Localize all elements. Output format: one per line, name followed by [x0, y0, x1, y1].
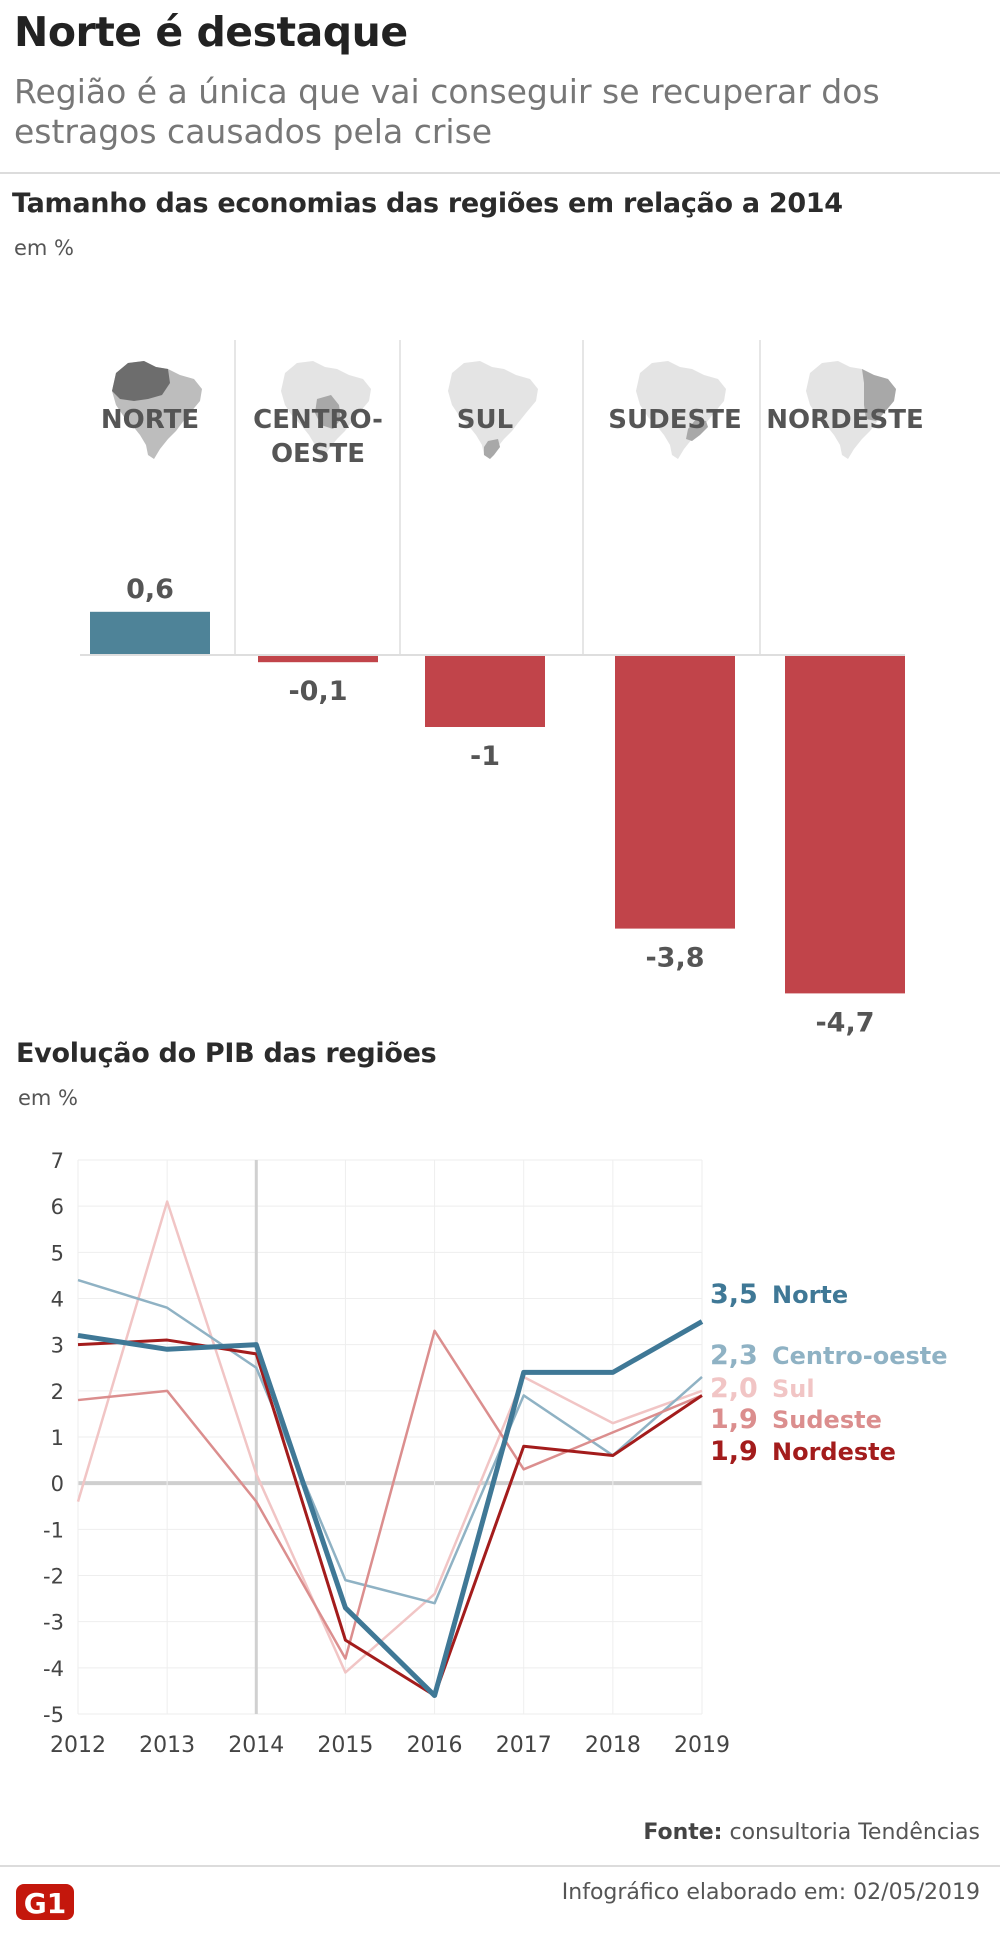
page-title: Norte é destaque	[14, 8, 408, 56]
highlighted-region	[315, 395, 341, 429]
y-tick-label: 6	[51, 1195, 64, 1219]
x-tick-label: 2017	[496, 1733, 552, 1758]
series-end-value: 1,9	[710, 1404, 758, 1435]
x-tick-label: 2013	[139, 1733, 195, 1758]
y-tick-label: 1	[51, 1426, 64, 1450]
category-label: NORTE	[101, 405, 199, 435]
brazil-map-sudeste-icon	[636, 361, 726, 459]
y-tick-label: -3	[43, 1611, 64, 1635]
category-label: SUDESTE	[608, 405, 741, 435]
series-legend-label: Centro-oeste	[772, 1342, 948, 1370]
y-tick-label: -2	[43, 1565, 64, 1589]
data-label: 0,6	[126, 574, 174, 605]
brazil-map-norte-icon	[112, 361, 202, 459]
series-legend-label: Sul	[772, 1375, 815, 1403]
highlighted-region	[862, 369, 896, 421]
g1-logo: G1	[16, 1884, 74, 1920]
highlighted-region	[112, 361, 170, 401]
highlighted-region	[484, 439, 500, 459]
y-tick-label: -5	[43, 1703, 64, 1727]
footer-divider	[0, 1865, 1000, 1867]
series-line-sudeste	[77, 1329, 703, 1660]
y-tick-label: 0	[51, 1472, 64, 1496]
series-line-sul	[76, 1200, 703, 1674]
line-chart-unit: em %	[18, 1086, 79, 1110]
header-divider	[0, 172, 1000, 174]
series-legend-label: Norte	[772, 1281, 848, 1309]
credit-note: Infográfico elaborado em: 02/05/2019	[561, 1880, 980, 1905]
source-note: Fonte: consultoria Tendências	[643, 1820, 980, 1845]
y-tick-label: 2	[51, 1380, 64, 1404]
y-tick-label: 7	[51, 1149, 64, 1173]
x-tick-label: 2012	[50, 1733, 106, 1758]
x-tick-label: 2016	[407, 1733, 463, 1758]
brazil-map-sul-icon	[448, 361, 538, 459]
category-label: SUL	[457, 405, 513, 435]
category-label: NORDESTE	[766, 405, 923, 435]
series-end-value: 2,3	[710, 1340, 758, 1371]
bar-chart-title: Tamanho das economias das regiões em rel…	[12, 188, 843, 219]
data-label: -1	[470, 741, 500, 772]
page-subtitle: Região é a única que vai conseguir se re…	[14, 72, 880, 151]
series-legend-label: Sudeste	[772, 1406, 882, 1434]
y-tick-label: 4	[51, 1288, 64, 1312]
y-tick-label: -1	[43, 1518, 64, 1542]
y-tick-label: -4	[43, 1657, 64, 1681]
brazil-outline	[636, 361, 726, 459]
x-tick-label: 2018	[585, 1733, 641, 1758]
data-label: -3,8	[645, 943, 704, 974]
brazil-map-centro-oeste-icon	[281, 361, 371, 459]
source-value: consultoria Tendências	[729, 1820, 980, 1845]
category-label: OESTE	[271, 439, 365, 469]
source-label: Fonte:	[643, 1820, 723, 1845]
data-label: -0,1	[288, 676, 347, 707]
bar	[258, 655, 378, 663]
category-label: CENTRO-	[253, 405, 383, 435]
bar	[615, 655, 735, 929]
x-tick-label: 2014	[228, 1733, 284, 1758]
bar	[785, 655, 905, 994]
brazil-outline	[448, 361, 538, 459]
highlighted-region	[686, 419, 708, 441]
bar-chart: NORTE CENTRO- OESTE SUL SUDESTE NORDESTE 0,6 -0…	[80, 340, 924, 1038]
series-end-value: 3,5	[710, 1279, 758, 1310]
series-end-value: 1,9	[710, 1436, 758, 1467]
bar	[425, 655, 545, 727]
series-end-value: 2,0	[710, 1373, 758, 1404]
data-label: -4,7	[815, 1007, 874, 1038]
y-tick-label: 3	[51, 1334, 64, 1358]
series-line-nordeste	[77, 1338, 703, 1698]
series-legend-label: Nordeste	[772, 1438, 896, 1466]
line-chart: 7 6 5 4 3 2 1 0 -1 -2 -3 -4 -5 2012 2013 2014 2015 2016 20…	[43, 1149, 948, 1758]
series-line-norte	[77, 1319, 704, 1699]
brazil-map-nordeste-icon	[806, 361, 896, 459]
x-tick-label: 2015	[317, 1733, 373, 1758]
bar-chart-unit: em %	[14, 236, 75, 260]
y-tick-label: 5	[51, 1241, 64, 1265]
svg-text:G1: G1	[24, 1887, 66, 1920]
series-line-centro-oeste	[77, 1278, 703, 1605]
bar	[90, 611, 210, 655]
line-chart-title: Evolução do PIB das regiões	[16, 1038, 437, 1069]
x-tick-label: 2019	[674, 1733, 730, 1758]
